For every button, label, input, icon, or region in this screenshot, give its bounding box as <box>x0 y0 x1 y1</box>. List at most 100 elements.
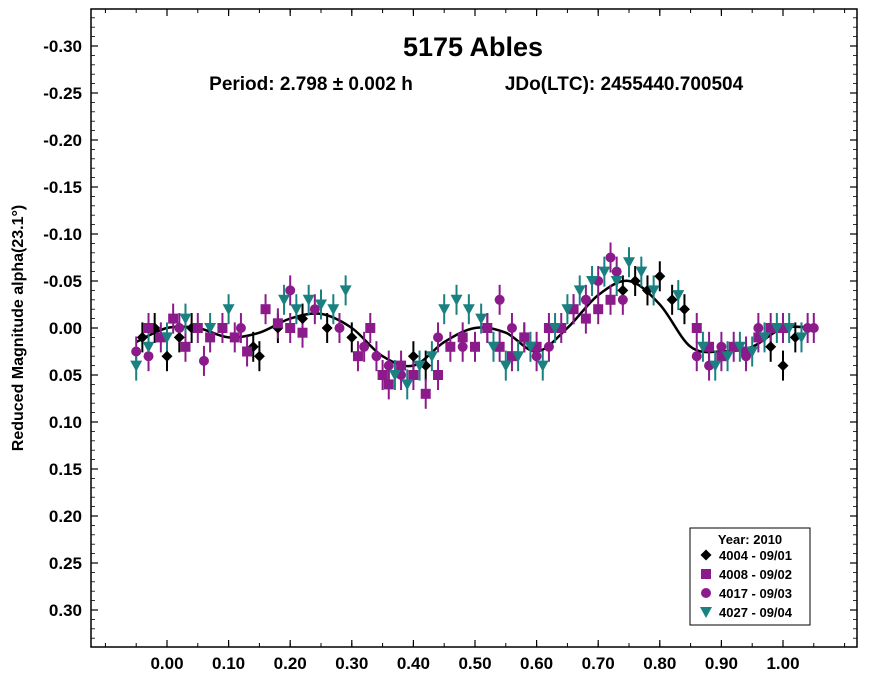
data-point <box>617 284 629 296</box>
data-point <box>315 299 327 311</box>
y-tick-label: 0.30 <box>49 601 82 620</box>
data-point <box>450 294 463 306</box>
period-label: Period: 2.798 ± 0.002 h <box>209 74 413 95</box>
data-point <box>179 313 192 325</box>
data-point <box>494 294 505 305</box>
x-tick-label: 0.40 <box>397 654 430 673</box>
data-point <box>753 332 764 343</box>
data-point <box>605 294 616 305</box>
data-point <box>174 323 185 333</box>
x-tick-label: 0.60 <box>520 654 553 673</box>
data-point <box>482 323 493 333</box>
data-point <box>691 351 702 362</box>
y-tick-label: 0.15 <box>49 460 82 479</box>
data-point <box>260 304 271 315</box>
y-tick-label: -0.25 <box>43 84 82 103</box>
data-point <box>407 350 419 362</box>
data-point <box>543 341 554 352</box>
data-points-layer <box>130 242 819 409</box>
data-point <box>235 323 246 333</box>
data-point <box>487 341 500 353</box>
data-point <box>309 304 320 315</box>
data-point <box>388 370 401 381</box>
x-tick-label: 0.30 <box>335 654 368 673</box>
data-point <box>445 341 456 352</box>
y-tick-label: 0.10 <box>49 413 82 432</box>
data-point <box>524 341 537 353</box>
data-point <box>204 323 217 334</box>
data-point <box>605 252 616 263</box>
data-point <box>506 351 517 362</box>
y-tick-label: 0.05 <box>49 366 82 385</box>
x-tick-label: 1.00 <box>766 654 799 673</box>
data-point <box>696 341 709 353</box>
data-point <box>383 379 394 390</box>
data-point <box>161 332 173 344</box>
data-point <box>242 346 253 357</box>
data-point <box>777 360 789 372</box>
y-axis-label: Reduced Magnitude alpha(23.1°) <box>10 205 27 451</box>
data-point <box>383 360 394 371</box>
data-point <box>611 266 622 277</box>
y-tick-label: -0.30 <box>43 37 82 56</box>
data-point <box>278 294 291 306</box>
data-point <box>733 341 746 353</box>
data-point <box>321 322 333 334</box>
y-tick-label: 0.20 <box>49 507 82 526</box>
data-point <box>573 285 586 297</box>
data-point <box>623 257 635 269</box>
x-tick-label: 0.00 <box>150 654 183 673</box>
legend-label: 4027 - 09/04 <box>719 605 793 620</box>
data-point <box>561 304 574 316</box>
data-point <box>672 290 685 302</box>
data-point <box>433 370 444 380</box>
x-tick-label: 0.90 <box>705 654 738 673</box>
data-point <box>205 332 216 343</box>
data-point <box>180 341 191 352</box>
data-point <box>593 304 604 315</box>
data-point <box>758 332 771 344</box>
x-tick-label: 0.80 <box>643 654 676 673</box>
legend-label: 4004 - 09/01 <box>719 548 792 563</box>
data-point <box>728 341 739 352</box>
y-tick-label: 0.25 <box>49 554 82 573</box>
data-point <box>192 323 203 333</box>
data-point <box>396 360 407 371</box>
data-point <box>438 304 451 316</box>
data-point <box>666 294 678 306</box>
data-point <box>425 351 438 363</box>
data-point <box>433 332 444 343</box>
data-point <box>136 331 148 343</box>
legend-marker <box>701 569 711 579</box>
epoch-label: JDo(LTC): 2455440.700504 <box>505 74 744 95</box>
data-point <box>536 360 549 372</box>
data-point <box>339 285 352 297</box>
data-point <box>408 370 419 380</box>
data-point <box>229 332 240 343</box>
data-point <box>161 350 173 362</box>
data-point <box>494 341 505 352</box>
data-point <box>346 331 358 343</box>
x-tick-label: 0.20 <box>274 654 307 673</box>
chart-title: 5175 Ables <box>403 32 543 62</box>
data-point <box>746 346 759 358</box>
x-tick-label: 0.70 <box>582 654 615 673</box>
data-point <box>716 351 727 362</box>
data-point <box>629 275 641 287</box>
data-point <box>401 379 414 391</box>
legend-title: Year: 2010 <box>718 532 782 547</box>
data-point <box>499 360 512 372</box>
data-point <box>413 360 426 372</box>
y-tick-label: -0.05 <box>43 272 82 291</box>
data-point <box>371 351 382 362</box>
data-point <box>475 313 488 325</box>
data-point <box>770 323 783 334</box>
data-point <box>580 313 591 324</box>
data-point <box>198 355 209 366</box>
legend-label: 4008 - 09/02 <box>719 567 792 582</box>
data-point <box>297 327 308 338</box>
data-point <box>377 370 388 380</box>
data-point <box>635 266 648 278</box>
data-point <box>365 323 376 333</box>
